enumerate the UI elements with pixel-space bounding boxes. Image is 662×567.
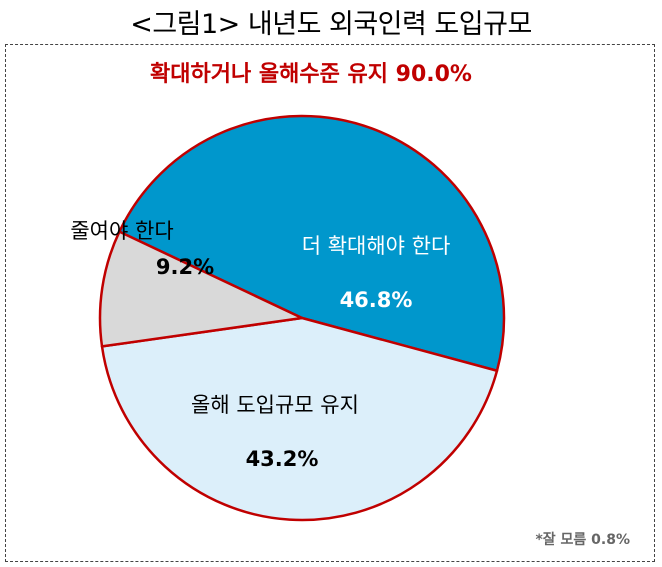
slice-label-reduce: 줄여야 한다: [70, 219, 173, 243]
pie-slice-expand: [118, 114, 506, 373]
pie-slices: [98, 114, 506, 522]
slice-value-maintain: 43.2%: [246, 447, 319, 471]
pie-slice-maintain: [100, 316, 499, 522]
pie-slice-reduce: [98, 230, 304, 348]
slice-label-expand: 더 확대해야 한다: [302, 234, 451, 258]
chart-frame: [5, 44, 655, 562]
slice-value-expand: 46.8%: [340, 288, 413, 312]
pie-labels: 더 확대해야 한다 46.8% 올해 도입규모 유지 43.2% 줄여야 한다 9.2%: [70, 219, 450, 471]
figure-title: <그림1> 내년도 외국인력 도입규모: [130, 9, 532, 40]
footnote-text: *잘 모름 0.8%: [535, 532, 630, 548]
headline-annotation: 확대하거나 올해수준 유지 90.0%: [150, 62, 472, 87]
slice-value-reduce: 9.2%: [156, 255, 214, 279]
slice-label-maintain: 올해 도입규모 유지: [191, 393, 359, 417]
